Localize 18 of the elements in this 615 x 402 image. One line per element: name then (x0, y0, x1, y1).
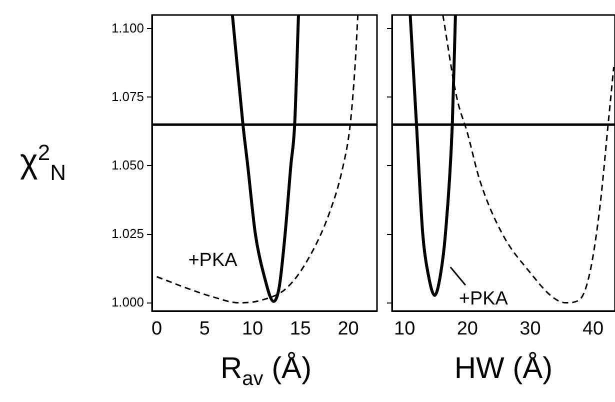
x-axis-title: R$_{av}$ (Å) (219, 352, 313, 391)
x-tick-label: 20 (456, 318, 478, 340)
x-tick-label: 10 (394, 318, 416, 340)
y-tick-label: 1.100 (111, 20, 144, 36)
x-tick-label: 15 (290, 318, 311, 340)
x-tick-label: 10 (242, 318, 264, 340)
x-axis-title: HW (Å) (453, 352, 554, 386)
y-tick-label: 1.000 (111, 294, 144, 310)
x-tick-label: 30 (520, 318, 541, 340)
x-tick-label: 40 (582, 318, 604, 340)
annotation: +PKA (458, 288, 508, 310)
y-tick-label: 1.025 (111, 226, 144, 241)
x-tick-label: 0 (152, 318, 162, 340)
y-tick-label: 1.075 (111, 88, 144, 104)
x-tick-label: 20 (338, 318, 359, 340)
y-tick-label: 1.050 (111, 157, 144, 172)
annotation: +PKA (188, 250, 238, 271)
x-tick-label: 5 (199, 318, 210, 340)
